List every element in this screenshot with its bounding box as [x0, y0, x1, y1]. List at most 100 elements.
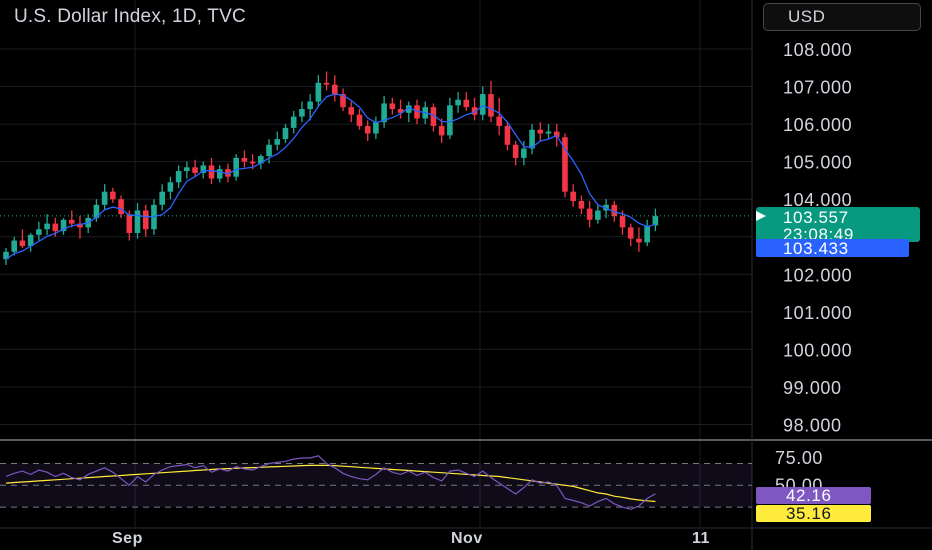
candle-body	[389, 103, 396, 110]
price-tick-label: 98.000	[783, 416, 842, 436]
candle	[266, 139, 272, 164]
candle-body	[529, 129, 535, 149]
candle-body	[636, 238, 642, 243]
candle	[167, 176, 174, 200]
candle-body	[537, 129, 544, 134]
candle-body	[118, 199, 124, 215]
candle-body	[225, 169, 231, 177]
candle-body	[356, 114, 363, 126]
price-tick-label: 104.000	[783, 190, 852, 210]
candle-body	[11, 240, 18, 252]
time-tick-label: Nov	[451, 530, 483, 547]
candle	[159, 184, 165, 211]
ma-value: 103.433	[783, 239, 849, 258]
candle-body	[3, 251, 9, 260]
candle-body	[233, 157, 239, 177]
candle-body	[545, 131, 552, 134]
currency-button-label: USD	[788, 7, 826, 26]
candle-body	[77, 223, 83, 228]
candle-body	[447, 105, 453, 136]
candle	[356, 109, 363, 130]
candle	[282, 124, 289, 143]
candle-body	[299, 109, 305, 117]
candle-body	[504, 125, 511, 145]
candle	[11, 236, 18, 256]
rsi-badge: 42.16	[756, 486, 871, 505]
candle-body	[19, 240, 26, 247]
candle-body	[274, 139, 281, 145]
candle-body	[496, 116, 502, 126]
candle-body	[364, 125, 371, 134]
candle	[68, 210, 75, 228]
candle	[27, 232, 34, 252]
price-arrow-icon	[756, 211, 766, 221]
rsi-ma-badge: 35.16	[756, 504, 871, 523]
price-tick-label: 105.000	[783, 153, 852, 173]
candle-body	[60, 219, 67, 232]
candle-body	[570, 191, 576, 202]
candle	[175, 165, 182, 188]
candle-body	[175, 171, 182, 183]
candle	[44, 214, 50, 235]
candle	[504, 122, 511, 151]
candle	[627, 223, 634, 247]
candle	[274, 131, 281, 151]
candle-body	[101, 191, 108, 205]
candle-body	[438, 125, 445, 136]
candle-body	[27, 234, 34, 247]
candle-body	[208, 165, 215, 179]
candle-body	[134, 210, 141, 233]
candle-body	[332, 84, 338, 95]
candle	[488, 80, 494, 123]
time-tick-label: Sep	[112, 530, 143, 547]
grid-lines	[0, 0, 752, 527]
candle	[364, 120, 371, 141]
candle-body	[348, 107, 355, 115]
candle-body	[652, 216, 659, 226]
candle-body	[455, 99, 461, 106]
candle-body	[258, 156, 264, 164]
candle	[3, 248, 9, 265]
candle	[60, 217, 67, 235]
price-tick-label: 108.000	[783, 40, 852, 60]
candle-body	[52, 223, 59, 232]
candle-body	[36, 229, 42, 235]
candle	[233, 154, 239, 181]
candle	[455, 92, 461, 113]
candle	[241, 150, 248, 168]
candle-body	[471, 107, 478, 115]
candle-body	[323, 82, 330, 85]
candle	[447, 97, 453, 140]
candle-body	[249, 161, 256, 164]
candle	[496, 97, 502, 136]
candle-body	[200, 165, 207, 173]
candle-body	[266, 144, 272, 157]
candle	[562, 133, 568, 198]
candle	[397, 99, 404, 119]
candle-body	[405, 105, 412, 113]
candle	[537, 122, 544, 141]
chart-title: U.S. Dollar Index, 1D, TVC	[14, 6, 246, 27]
price-tick-label: 100.000	[783, 340, 852, 360]
time-axis: Sep Nov 11	[112, 530, 709, 547]
candle	[19, 229, 26, 249]
candle-body	[192, 167, 198, 173]
candle-body	[381, 103, 387, 123]
price-axis: 108.000 107.000 106.000 105.000 104.000 102.0…	[783, 40, 852, 436]
candle	[118, 195, 124, 218]
candle	[340, 88, 346, 111]
candle-body	[619, 216, 626, 228]
candle	[463, 92, 470, 111]
candle	[373, 116, 379, 140]
candle-body	[644, 225, 650, 243]
candle	[216, 165, 223, 183]
candle-body	[290, 116, 297, 128]
rsi-line	[5, 455, 656, 510]
candle	[332, 75, 338, 102]
candle	[586, 201, 593, 228]
currency-button[interactable]: USD	[763, 3, 921, 31]
candle	[512, 140, 519, 166]
candle-body	[126, 214, 133, 233]
